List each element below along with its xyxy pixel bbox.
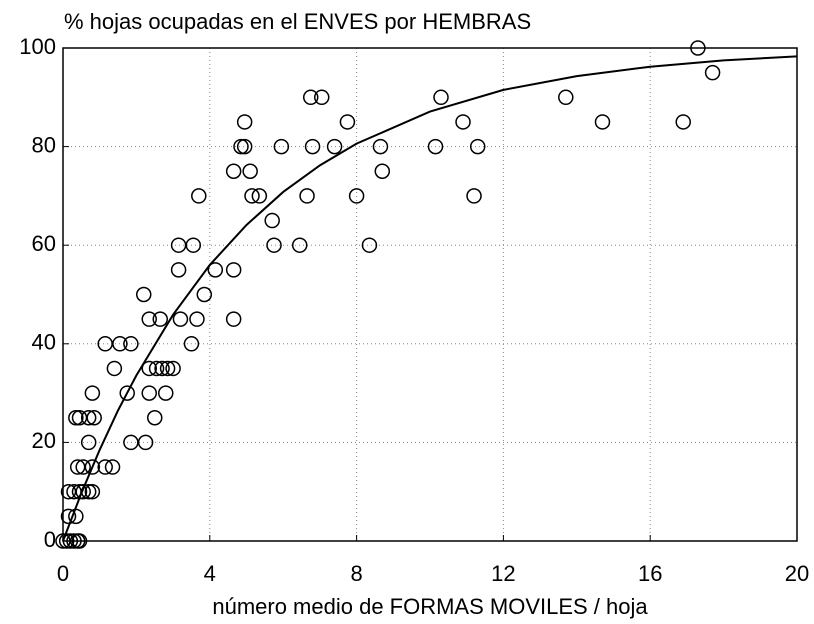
point bbox=[225, 311, 242, 327]
plot-frame bbox=[62, 47, 798, 542]
point bbox=[104, 459, 121, 475]
point bbox=[97, 336, 113, 352]
point bbox=[273, 138, 290, 155]
y-tick-label: 0 bbox=[44, 527, 56, 552]
x-tick-label: 8 bbox=[350, 561, 362, 586]
point bbox=[158, 385, 174, 401]
point bbox=[704, 64, 721, 81]
x-tick-label: 4 bbox=[204, 561, 216, 586]
point bbox=[135, 286, 152, 303]
point bbox=[123, 336, 139, 352]
point bbox=[185, 237, 202, 253]
point bbox=[236, 114, 253, 130]
point bbox=[225, 163, 242, 179]
point bbox=[170, 262, 187, 278]
x-tick-label: 16 bbox=[638, 561, 662, 586]
point bbox=[469, 138, 486, 155]
y-tick-label: 20 bbox=[32, 428, 56, 453]
point bbox=[313, 89, 330, 106]
point bbox=[172, 311, 189, 327]
point bbox=[251, 188, 268, 204]
point bbox=[207, 262, 224, 278]
point bbox=[60, 508, 77, 525]
chart-title: % hojas ocupadas en el ENVES por HEMBRAS bbox=[64, 9, 531, 34]
y-tick-label: 80 bbox=[32, 132, 56, 157]
point bbox=[97, 459, 113, 475]
point bbox=[80, 434, 97, 451]
point bbox=[326, 138, 343, 155]
point bbox=[361, 237, 378, 253]
point bbox=[266, 237, 282, 253]
x-tick-label: 12 bbox=[491, 561, 515, 586]
point bbox=[165, 360, 181, 377]
point bbox=[159, 360, 176, 377]
point bbox=[242, 163, 258, 179]
point bbox=[302, 89, 319, 106]
point bbox=[244, 188, 260, 204]
point bbox=[75, 459, 91, 475]
point bbox=[372, 138, 389, 155]
point bbox=[141, 311, 157, 327]
point bbox=[374, 163, 391, 179]
point bbox=[225, 262, 242, 278]
point bbox=[558, 89, 574, 106]
point bbox=[112, 336, 128, 352]
point bbox=[84, 385, 101, 401]
point bbox=[75, 483, 91, 500]
x-tick-label: 0 bbox=[57, 561, 69, 586]
point bbox=[154, 360, 170, 377]
y-tick-label: 100 bbox=[19, 34, 56, 59]
point bbox=[66, 533, 82, 549]
point bbox=[427, 138, 444, 155]
point bbox=[433, 89, 449, 106]
point bbox=[152, 311, 169, 327]
point bbox=[68, 410, 84, 426]
point bbox=[86, 410, 102, 426]
point bbox=[148, 360, 165, 377]
point bbox=[236, 138, 253, 155]
point bbox=[119, 385, 135, 401]
point bbox=[106, 360, 123, 377]
point bbox=[196, 286, 213, 303]
point bbox=[80, 410, 97, 426]
point bbox=[690, 40, 706, 56]
point bbox=[141, 385, 157, 401]
point bbox=[299, 188, 315, 204]
point bbox=[348, 188, 365, 204]
point bbox=[304, 138, 321, 155]
point bbox=[291, 237, 308, 253]
point bbox=[189, 311, 205, 327]
fit-curve bbox=[62, 55, 798, 542]
point bbox=[466, 188, 482, 204]
y-tick-label: 40 bbox=[32, 330, 56, 355]
point bbox=[675, 114, 691, 130]
point bbox=[137, 434, 154, 451]
point bbox=[84, 459, 101, 475]
x-axis-label: número medio de FORMAS MOVILES / hoja bbox=[212, 594, 648, 619]
point bbox=[264, 212, 280, 229]
point bbox=[71, 533, 88, 549]
point bbox=[191, 188, 207, 204]
y-tick-label: 60 bbox=[32, 231, 56, 256]
point bbox=[339, 114, 356, 130]
x-tick-label: 20 bbox=[785, 561, 809, 586]
point bbox=[141, 360, 157, 377]
point bbox=[147, 410, 163, 426]
point bbox=[455, 114, 471, 130]
point bbox=[84, 483, 101, 500]
point bbox=[594, 114, 611, 130]
point bbox=[233, 138, 249, 155]
point bbox=[183, 336, 200, 352]
